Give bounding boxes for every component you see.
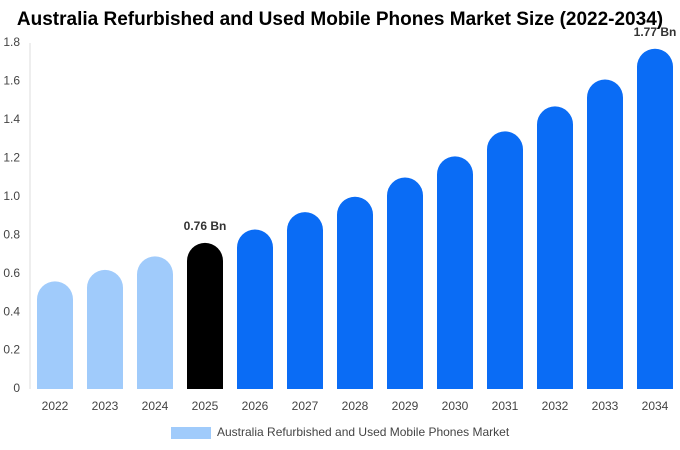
bar [37,281,73,389]
y-tick-label: 0.2 [3,343,20,357]
y-tick-label: 1.6 [3,74,20,88]
x-tick-label: 2028 [342,399,369,413]
legend-label: Australia Refurbished and Used Mobile Ph… [217,425,510,439]
y-tick-label: 1.2 [3,151,20,165]
x-tick-label: 2025 [192,399,219,413]
x-tick-label: 2022 [42,399,69,413]
y-tick-label: 1.0 [3,189,20,203]
y-tick-label: 0.6 [3,266,20,280]
value-label: 0.76 Bn [184,219,227,233]
bar [487,131,523,389]
bar [137,256,173,389]
x-tick-label: 2031 [492,399,519,413]
y-tick-label: 1.4 [3,112,20,126]
bar [237,229,273,389]
bar [537,106,573,389]
bar [587,79,623,390]
x-tick-label: 2023 [92,399,119,413]
y-tick-label: 1.8 [3,35,20,49]
bar [437,156,473,389]
x-tick-label: 2033 [592,399,619,413]
x-tick-label: 2027 [292,399,319,413]
x-tick-label: 2024 [142,399,169,413]
bar [387,177,423,389]
legend-swatch [171,427,211,439]
bar [637,48,673,390]
x-tick-label: 2029 [392,399,419,413]
chart-title: Australia Refurbished and Used Mobile Ph… [17,9,663,30]
bar [337,196,373,389]
value-label: 1.77 Bn [634,25,677,39]
x-tick-label: 2030 [442,399,469,413]
y-tick-label: 0 [13,381,20,395]
y-tick-label: 0.4 [3,304,20,318]
bar [87,269,123,389]
bar [287,212,323,389]
y-tick-label: 0.8 [3,227,20,241]
bar [187,242,223,389]
x-tick-label: 2026 [242,399,269,413]
x-tick-label: 2034 [642,399,669,413]
x-tick-label: 2032 [542,399,569,413]
